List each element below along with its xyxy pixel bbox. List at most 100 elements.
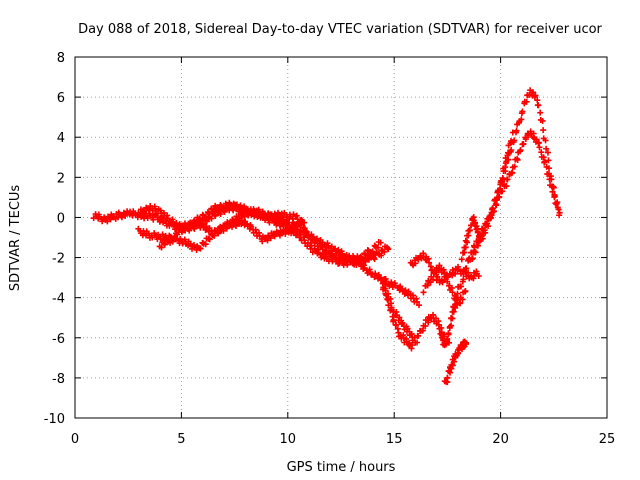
data-point [496, 193, 503, 200]
data-point [489, 205, 496, 212]
data-point [141, 209, 148, 216]
data-point [462, 244, 469, 251]
data-point [517, 147, 524, 154]
data-point [449, 315, 456, 322]
data-point [462, 288, 469, 295]
data-point [499, 175, 506, 182]
y-tick-label: 6 [57, 91, 65, 106]
data-point [454, 290, 461, 297]
data-point [362, 258, 369, 265]
y-tick-label: -8 [52, 372, 65, 387]
data-point [387, 306, 394, 313]
data-point [554, 199, 561, 206]
x-tick-label: 5 [177, 432, 185, 447]
chart-title: Day 088 of 2018, Sidereal Day-to-day VTE… [78, 22, 602, 37]
data-point [518, 116, 525, 123]
data-point [452, 270, 459, 277]
data-point [377, 239, 384, 246]
data-point [545, 157, 552, 164]
data-point [544, 149, 551, 156]
data-point [463, 341, 470, 348]
data-point [540, 154, 547, 161]
data-point [158, 244, 165, 251]
x-axis-label: GPS time / hours [287, 460, 396, 475]
data-point [416, 302, 423, 309]
data-point [206, 236, 213, 243]
data-point [479, 235, 486, 242]
data-point [508, 147, 515, 154]
data-point [377, 276, 384, 283]
data-point [404, 325, 411, 332]
data-point [509, 129, 516, 136]
data-point [542, 137, 549, 144]
x-tick-label: 10 [280, 432, 297, 447]
data-point [245, 212, 252, 219]
data-point [448, 322, 455, 329]
data-point [475, 273, 482, 280]
data-point [384, 296, 391, 303]
data-point [137, 211, 144, 218]
data-point [221, 208, 228, 215]
data-point [543, 163, 550, 170]
data-point [556, 209, 563, 216]
data-point [536, 144, 543, 151]
data-point [223, 224, 230, 231]
data-point [457, 283, 464, 290]
data-point [197, 245, 204, 252]
data-point [122, 212, 129, 219]
data-point [537, 109, 544, 116]
data-point [296, 221, 303, 228]
data-point [535, 102, 542, 109]
data-point [179, 227, 186, 234]
data-point [540, 127, 547, 134]
data-point [460, 276, 467, 283]
data-point [520, 140, 527, 147]
data-point [445, 330, 452, 337]
data-point [378, 252, 385, 259]
data-point [511, 163, 518, 170]
data-point [504, 176, 511, 183]
y-tick-label: -10 [44, 412, 65, 427]
data-point [217, 211, 224, 218]
data-point [466, 227, 473, 234]
series-track-l [467, 128, 563, 263]
data-point [381, 248, 388, 255]
data-point [174, 231, 181, 238]
data-point [502, 164, 509, 171]
data-point [545, 170, 552, 177]
data-point [311, 239, 318, 246]
data-point [505, 149, 512, 156]
data-point [509, 169, 516, 176]
data-point [248, 223, 255, 230]
data-point [522, 136, 529, 143]
data-point [290, 229, 297, 236]
data-point [208, 215, 215, 222]
data-point [474, 229, 481, 236]
x-tick-label: 0 [71, 432, 79, 447]
data-point [530, 89, 537, 96]
data-point [488, 212, 495, 219]
data-point [184, 225, 191, 232]
data-point [301, 219, 308, 226]
data-point [364, 270, 371, 277]
y-tick-label: 0 [57, 211, 65, 226]
data-point [375, 244, 382, 251]
series-track-j [441, 338, 470, 386]
data-point [161, 241, 168, 248]
data-point [493, 197, 500, 204]
data-point [454, 296, 461, 303]
data-point [308, 242, 315, 249]
data-point [496, 187, 503, 194]
plot-frame [74, 56, 608, 419]
series-track-m [458, 129, 516, 263]
series-track-f [380, 285, 416, 352]
data-point [507, 138, 514, 145]
data-point [202, 214, 209, 221]
y-tick-label: 2 [57, 171, 65, 186]
data-point [441, 269, 448, 276]
data-point [344, 256, 351, 263]
data-point [293, 223, 300, 230]
data-point [478, 232, 485, 239]
data-point [464, 239, 471, 246]
